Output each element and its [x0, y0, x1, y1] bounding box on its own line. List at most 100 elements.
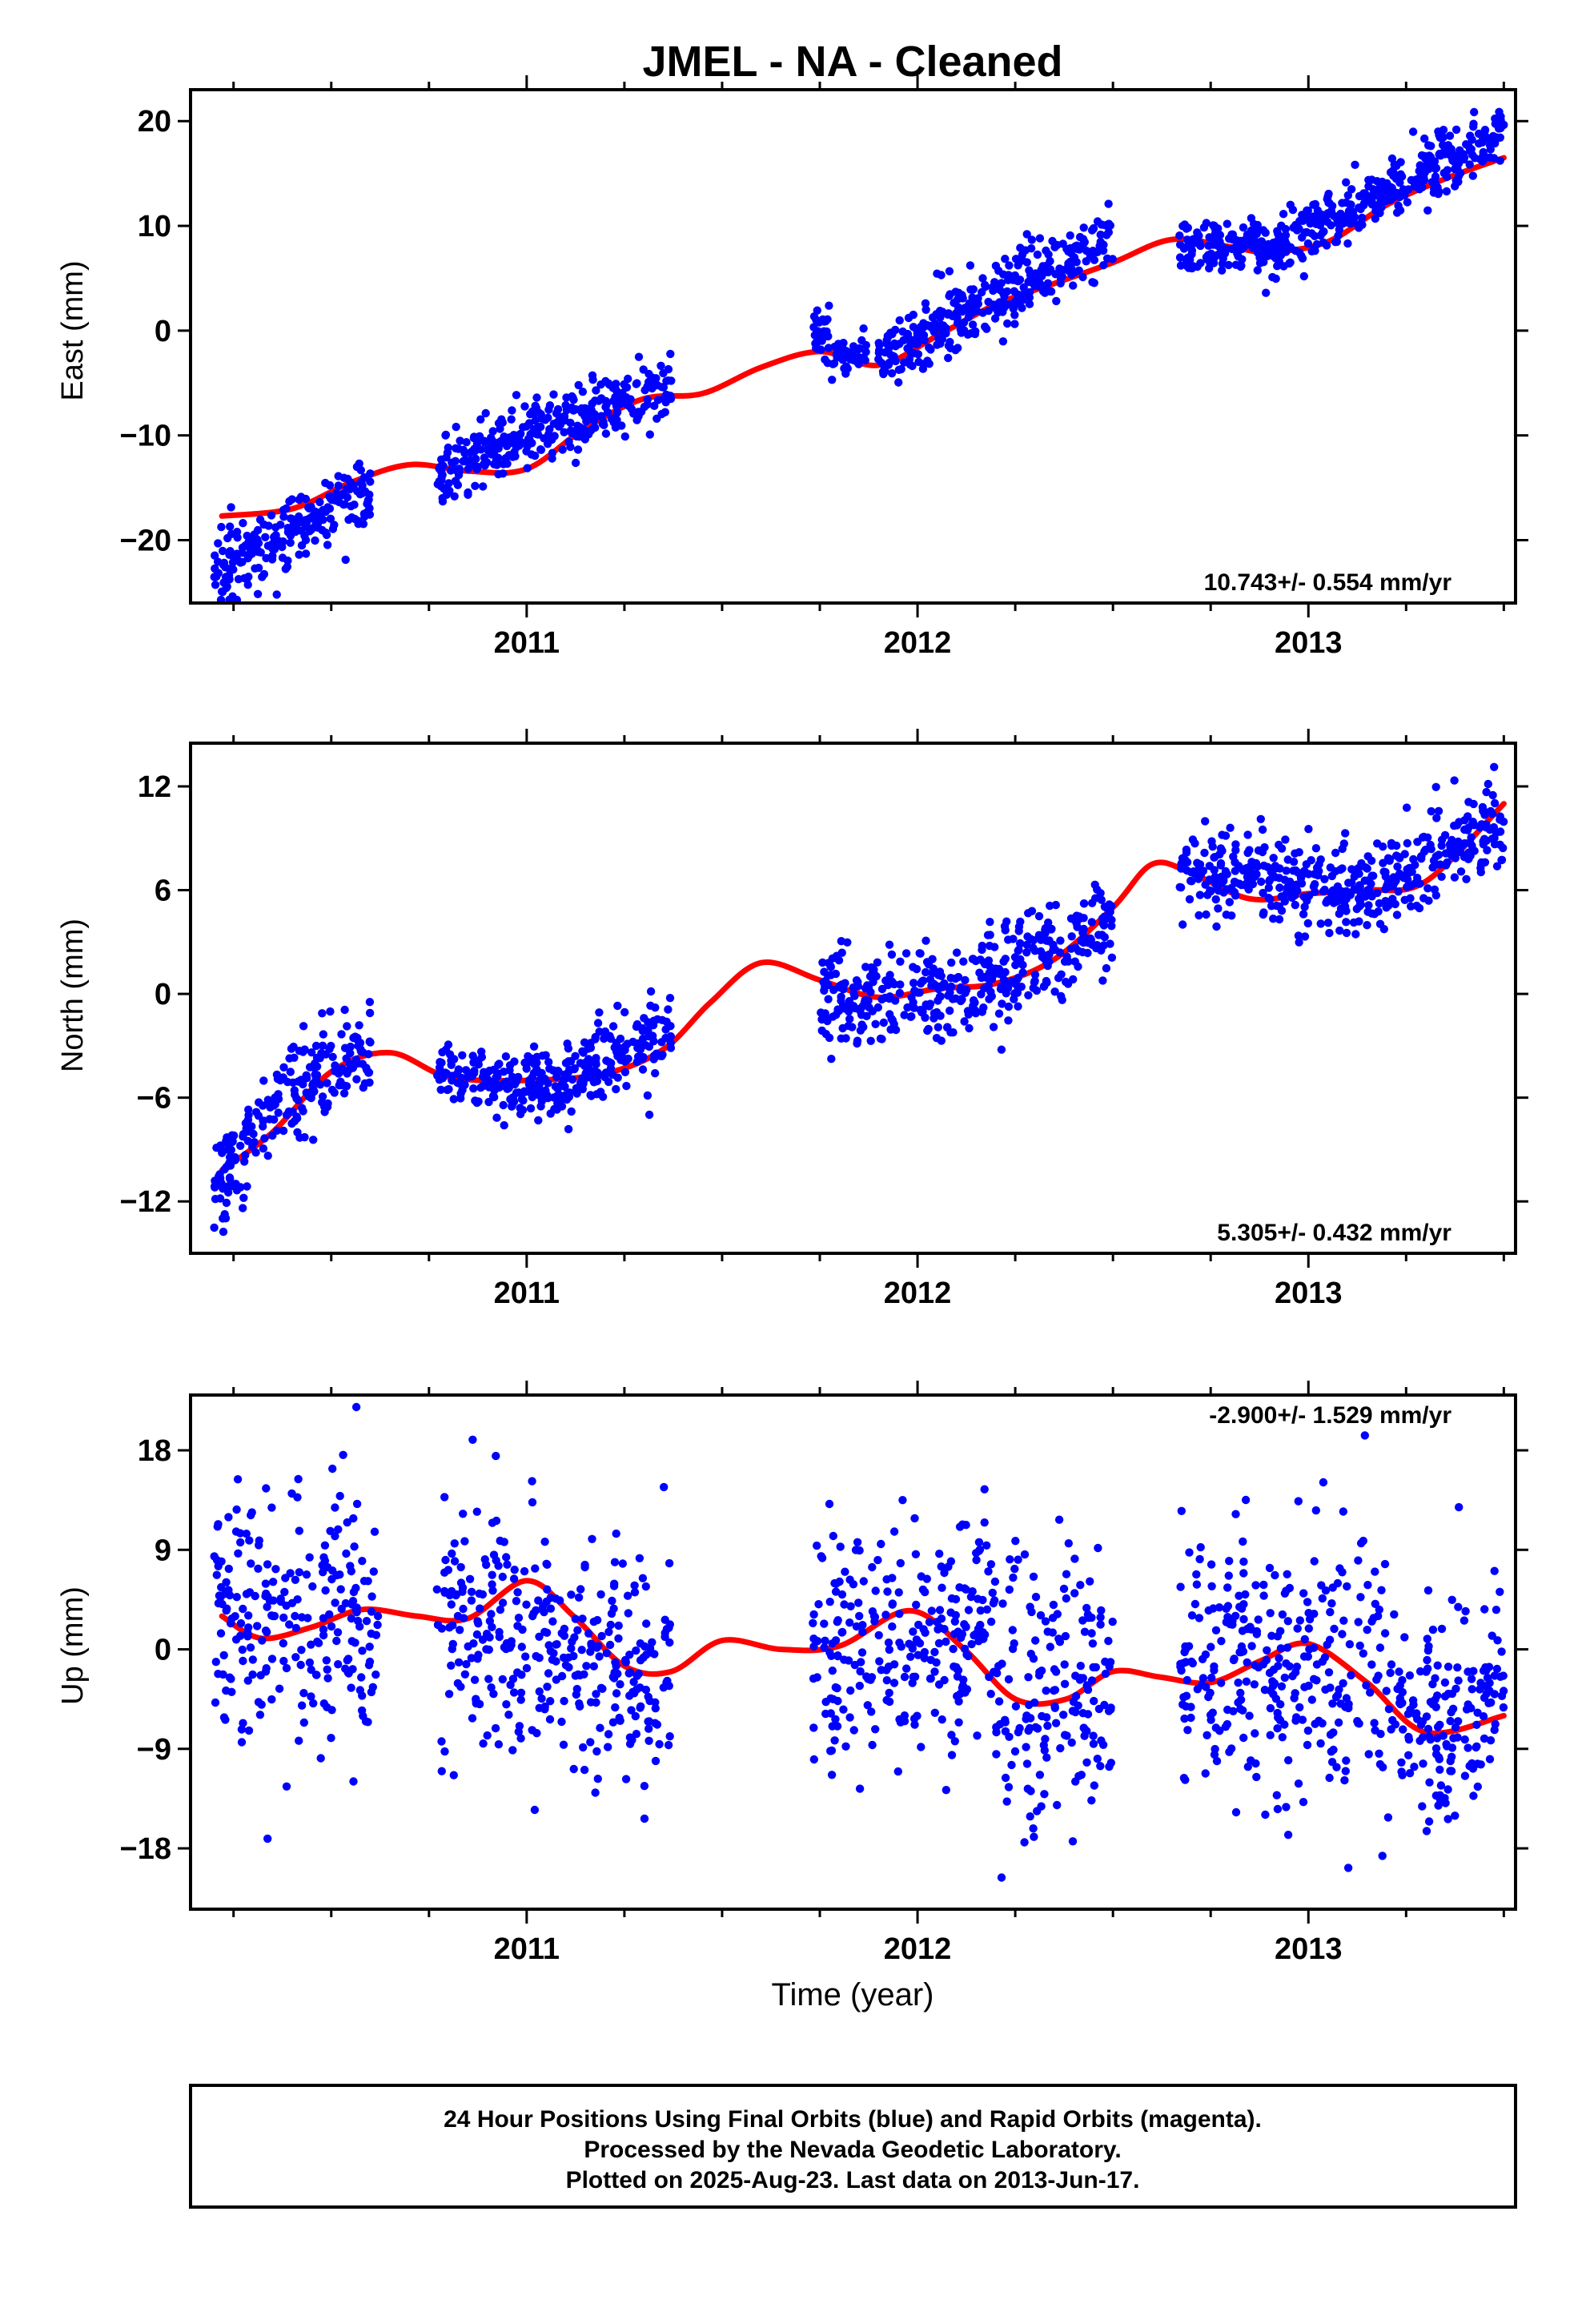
- up-data-point: [881, 1610, 890, 1619]
- up-data-point: [1239, 1557, 1248, 1566]
- east-data-point: [1022, 230, 1031, 239]
- east-data-point: [1292, 226, 1302, 235]
- east-data-point: [219, 558, 229, 567]
- up-data-point: [350, 1542, 359, 1551]
- east-data-point: [1183, 253, 1192, 262]
- up-data-point: [642, 1619, 651, 1628]
- up-data-point: [319, 1614, 328, 1622]
- north-data-point: [1240, 866, 1250, 875]
- north-data-point: [1285, 877, 1295, 887]
- east-data-point: [622, 383, 632, 392]
- east-data-point: [1443, 172, 1452, 182]
- up-data-point: [280, 1587, 289, 1597]
- north-data-point: [1311, 844, 1321, 853]
- up-data-point: [270, 1611, 279, 1621]
- east-data-point: [1478, 157, 1488, 166]
- east-data-point: [1016, 243, 1025, 252]
- up-data-point: [450, 1539, 459, 1548]
- up-data-point: [483, 1731, 492, 1740]
- north-data-point: [1002, 917, 1011, 926]
- east-data-point: [894, 378, 903, 387]
- north-data-point: [932, 1034, 942, 1043]
- north-data-point: [544, 1058, 553, 1067]
- up-y-axis-label: Up (mm): [56, 1586, 90, 1705]
- north-data-point: [658, 1050, 667, 1059]
- east-data-point: [894, 365, 904, 374]
- north-data-point: [956, 996, 966, 1006]
- up-data-point: [1423, 1634, 1432, 1643]
- north-data-point: [300, 1132, 309, 1142]
- east-data-point: [1046, 287, 1056, 296]
- north-data-point: [646, 1001, 655, 1011]
- north-data-point: [346, 1042, 355, 1051]
- north-data-point: [1079, 899, 1089, 908]
- north-data-point: [947, 958, 956, 967]
- north-data-point: [959, 957, 968, 966]
- up-data-point: [1259, 1591, 1268, 1600]
- north-data-point: [1302, 860, 1311, 869]
- north-data-point: [505, 1061, 515, 1070]
- north-data-point: [1290, 891, 1299, 900]
- up-data-point: [888, 1600, 897, 1609]
- north-data-point: [885, 1010, 894, 1019]
- north-data-point: [1009, 935, 1018, 943]
- north-data-point: [917, 1006, 926, 1015]
- up-data-point: [1196, 1542, 1205, 1552]
- east-data-point: [571, 458, 580, 468]
- up-data-point: [827, 1771, 837, 1779]
- north-data-point: [511, 1076, 520, 1084]
- up-data-point: [1074, 1771, 1083, 1780]
- north-data-point: [900, 1011, 909, 1019]
- up-data-point: [609, 1582, 619, 1590]
- east-data-point: [442, 490, 452, 499]
- up-data-point: [1197, 1680, 1207, 1690]
- up-data-point: [933, 1618, 942, 1626]
- east-data-point: [921, 305, 930, 314]
- up-data-point: [472, 1699, 480, 1708]
- east-data-point: [1307, 229, 1316, 238]
- east-data-point: [1176, 261, 1186, 270]
- up-data-point: [248, 1670, 257, 1679]
- east-data-point: [344, 515, 353, 525]
- east-data-point: [472, 464, 481, 474]
- up-data-point: [605, 1640, 615, 1650]
- up-data-point: [631, 1711, 640, 1721]
- up-data-point: [448, 1639, 457, 1649]
- north-data-point: [1074, 962, 1082, 971]
- up-data-point: [479, 1739, 488, 1748]
- up-data-point: [837, 1590, 847, 1599]
- east-data-point: [1184, 263, 1194, 272]
- up-data-point: [1483, 1673, 1492, 1683]
- up-data-point: [837, 1628, 846, 1637]
- up-data-point: [651, 1756, 661, 1766]
- up-data-point: [1278, 1610, 1287, 1619]
- north-data-point: [571, 1051, 580, 1061]
- up-data-point: [1422, 1667, 1431, 1676]
- up-data-point: [1041, 1617, 1050, 1626]
- up-data-point: [291, 1623, 300, 1633]
- east-data-point: [498, 418, 507, 427]
- up-data-point: [1370, 1719, 1379, 1727]
- up-data-point: [1177, 1506, 1186, 1516]
- north-data-point: [1043, 923, 1052, 931]
- north-data-point: [1034, 911, 1044, 921]
- up-data-point: [1014, 1555, 1022, 1564]
- up-data-point: [1088, 1639, 1098, 1648]
- north-data-point: [1202, 910, 1211, 919]
- north-data-point: [1257, 877, 1266, 887]
- up-data-point: [286, 1569, 295, 1578]
- up-data-point: [1343, 1582, 1351, 1591]
- up-data-point: [608, 1596, 616, 1606]
- east-data-point: [966, 261, 975, 270]
- up-data-point: [614, 1621, 623, 1630]
- north-data-point: [318, 1041, 327, 1051]
- up-data-point: [1089, 1739, 1098, 1748]
- up-data-point: [459, 1604, 468, 1614]
- north-data-point: [499, 1100, 508, 1110]
- up-data-point: [502, 1553, 511, 1562]
- north-data-point: [903, 1003, 912, 1012]
- north-data-point: [946, 974, 955, 983]
- north-data-point: [1342, 895, 1351, 903]
- north-data-point: [289, 1042, 298, 1051]
- up-data-point: [1403, 1710, 1413, 1719]
